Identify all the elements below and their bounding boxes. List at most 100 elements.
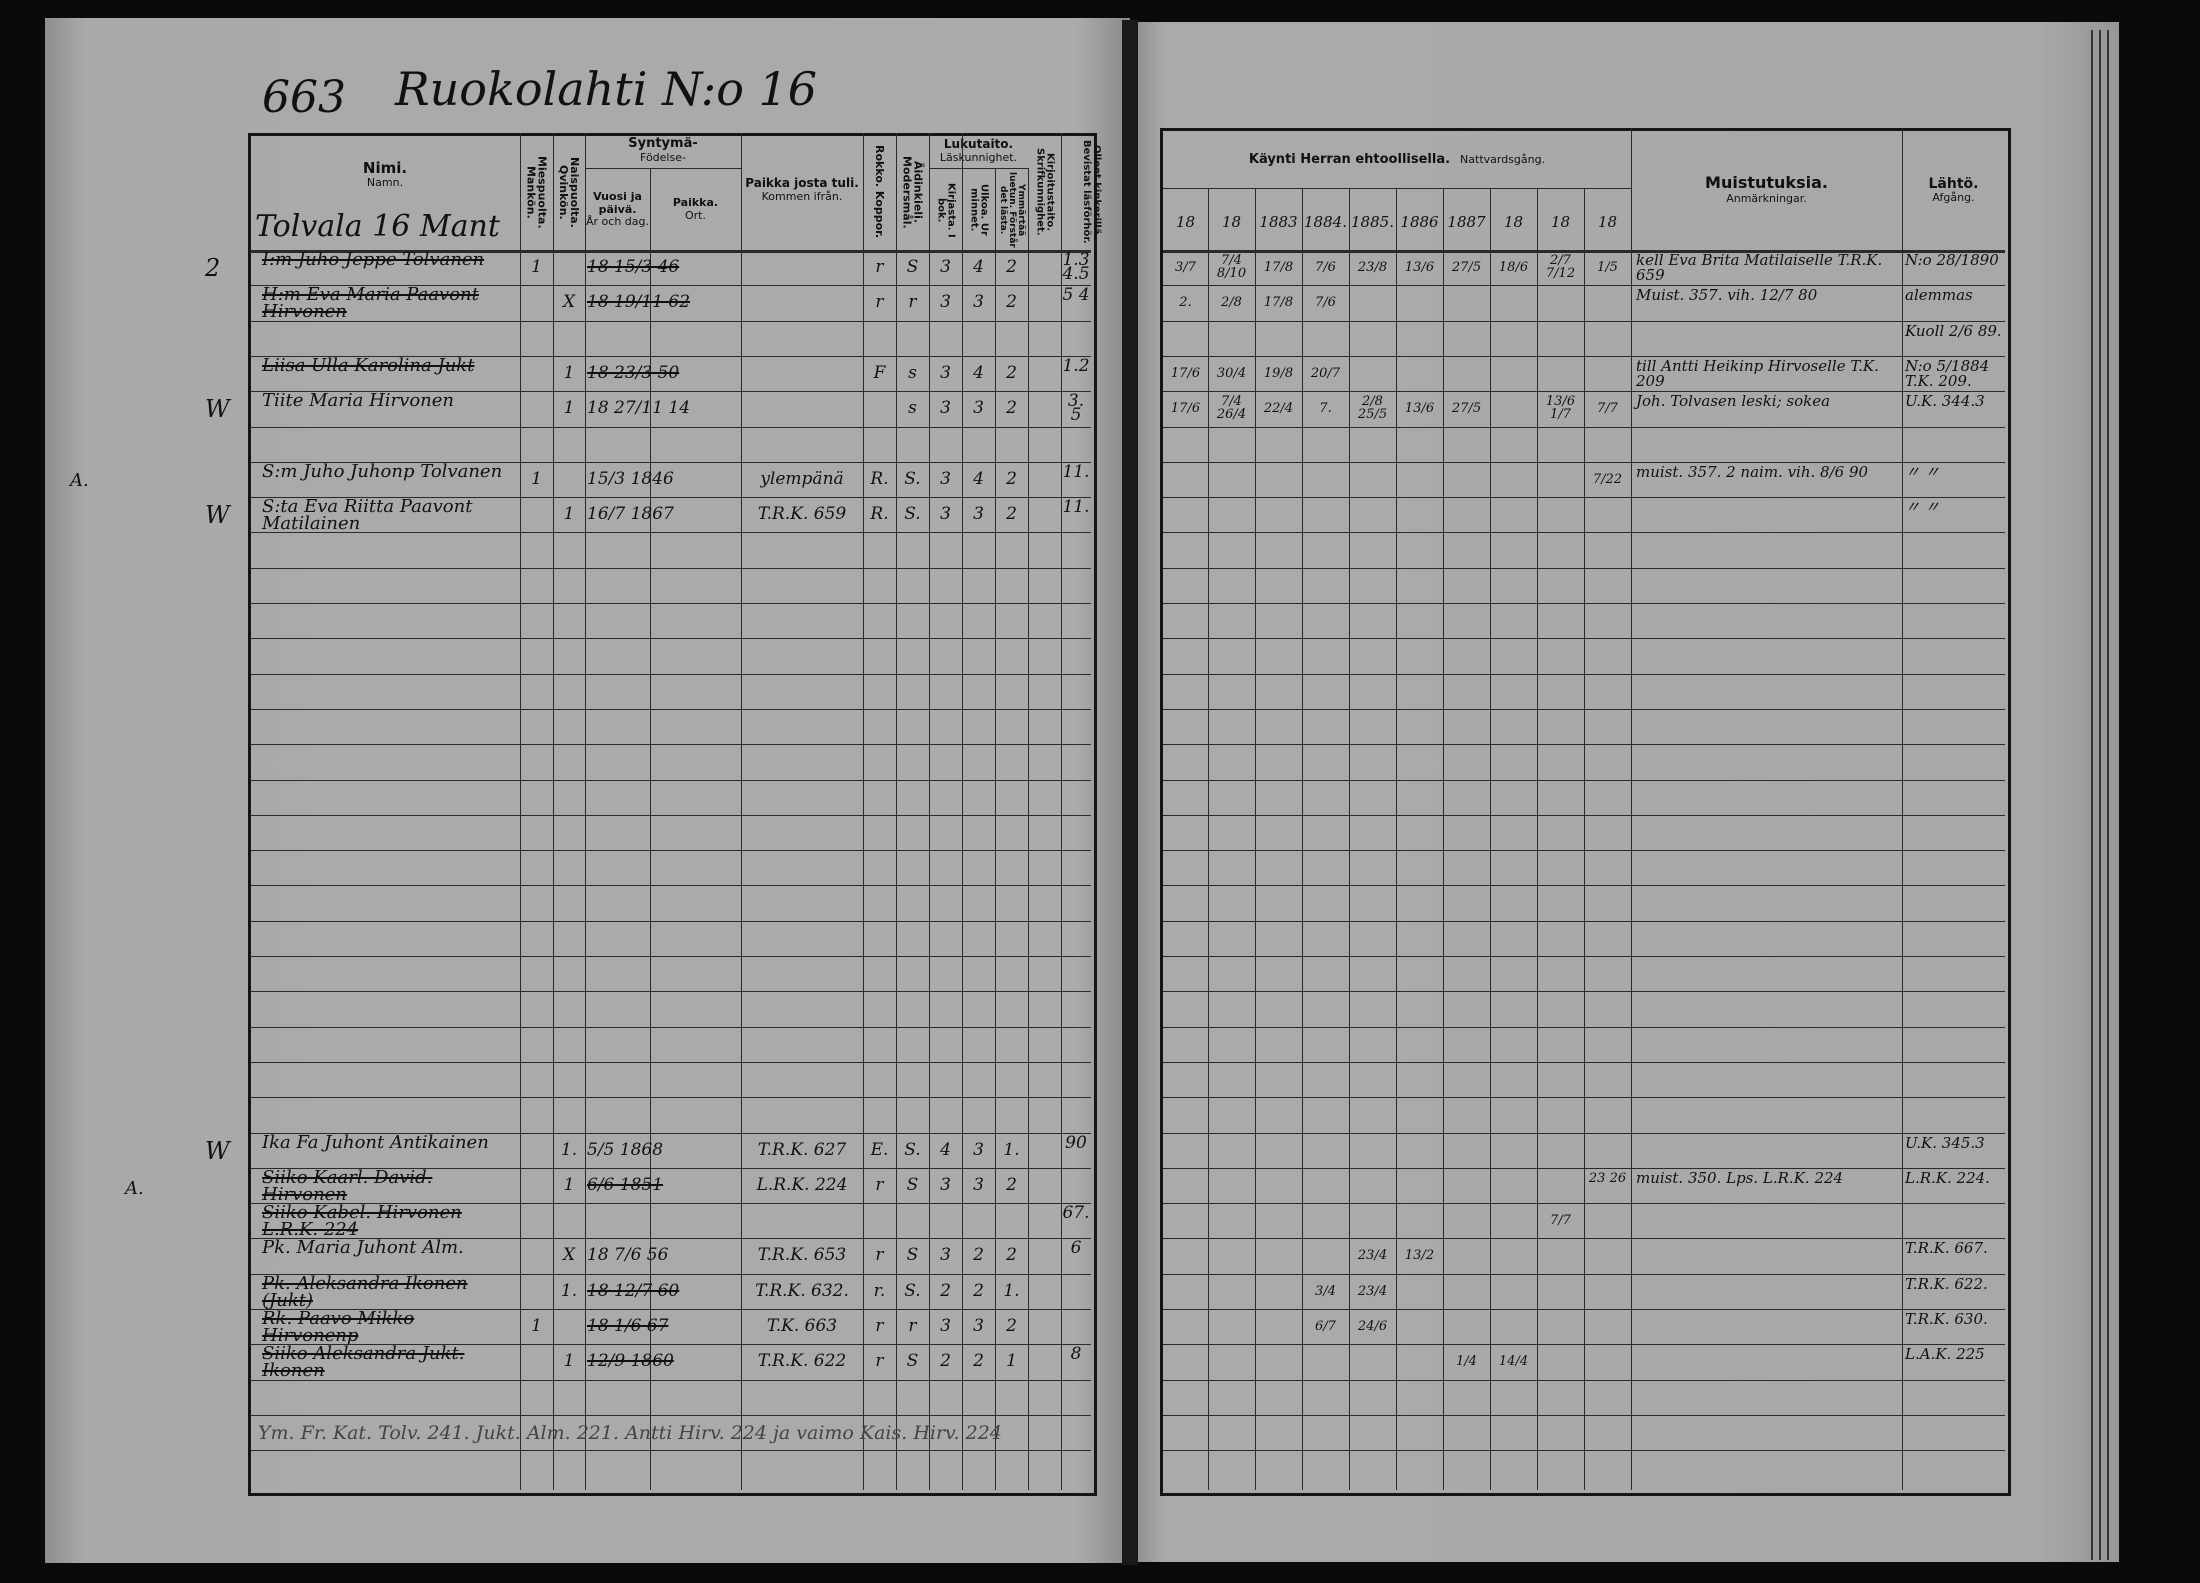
cell-memory: 4 [973, 468, 984, 489]
cell-language: s [908, 398, 917, 419]
header-birth-group: Syntymä- Födelse- [585, 135, 741, 167]
header-year: 18 [1503, 213, 1524, 231]
cell-female: 1. [560, 1280, 578, 1301]
header-birth-group-fi: Syntymä- [628, 136, 698, 152]
row-rule [250, 850, 1091, 852]
cell-female: X [562, 1245, 576, 1266]
cell-language: S [906, 1174, 919, 1195]
communion-date: 2/8 25/5 [1357, 394, 1388, 423]
cell-from: ylempänä [760, 468, 844, 489]
row-rule [250, 1061, 1091, 1063]
column-rule [1349, 188, 1350, 1490]
column-rule [585, 133, 586, 1490]
header-name-fi: Nimi. [362, 159, 408, 178]
cell-understand: 1 [1006, 1351, 1017, 1372]
header-year: 18 [1221, 213, 1242, 231]
departure-text: L.A.K. 225 [1905, 1345, 1985, 1364]
cell-birth: 18 23/3 50 [587, 362, 680, 383]
cell-language: S [906, 257, 919, 277]
row-rule [250, 603, 1091, 604]
cell-birth: 15/3 1846 [587, 468, 674, 489]
departure-text: 〃 〃 [1905, 498, 1940, 517]
person-name: H:m Eva Maria Paavont Hirvonen [262, 284, 479, 323]
communion-date: 14/4 [1498, 1354, 1529, 1370]
departure-text: L.R.K. 224. [1905, 1168, 1990, 1187]
column-rule [1208, 188, 1209, 1490]
header-name-sv: Namn. [366, 176, 404, 190]
header-departure: Lähtö. Afgång. [1902, 140, 2005, 240]
header-notes-fi: Muistutuksia. [1705, 173, 1828, 193]
header-year: 1887 [1447, 213, 1486, 231]
cell-memory: 3 [973, 1316, 984, 1336]
row-rule [250, 920, 1091, 922]
row-rule [250, 1379, 1091, 1381]
cell-book: 3 [940, 1316, 951, 1336]
row-rule [250, 567, 1091, 569]
communion-date: 7/6 [1315, 260, 1336, 275]
cell-language: r [908, 1316, 917, 1336]
header-understand: Ymmärtää luetun. Förstår det lästa. [998, 172, 1026, 248]
communion-date: 24/6 [1357, 1319, 1388, 1334]
cell-other: 5 4 [1062, 285, 1090, 306]
header-male: Miespuolta. Mankön. [524, 155, 549, 229]
departure-text: T.R.K. 630. [1905, 1310, 1988, 1328]
page-title: Ruokolahti N:o 16 [395, 62, 818, 116]
person-name: S:m Juho Juhonp Tolvanen [262, 460, 503, 482]
row-rule [250, 1203, 1091, 1205]
row-rule [250, 532, 1091, 534]
row-rule [250, 426, 1091, 428]
cell-from: T.R.K. 622 [757, 1351, 847, 1372]
header-year: 1883 [1259, 213, 1298, 231]
left-table-frame [248, 133, 1097, 1496]
cell-female: 1 [563, 398, 575, 419]
household-name: Tolvala 16 Mant [255, 209, 500, 244]
cell-book: 2 [940, 1280, 951, 1301]
header-year: 1884. [1304, 213, 1347, 231]
communion-date: 23/8 [1357, 260, 1388, 275]
row-rule [250, 497, 1091, 499]
cell-from: T.K. 663 [766, 1316, 838, 1336]
header-year: 18 [1175, 213, 1196, 231]
cell-understand: 2 [1006, 1316, 1017, 1336]
note-text: Muist. 357. vih. 12/7 80 [1636, 286, 1818, 305]
communion-date: 22/4 [1263, 401, 1294, 417]
communion-date: 7. [1319, 401, 1332, 417]
literacy-group-rule [929, 168, 1028, 169]
communion-date: 3/7 [1175, 260, 1196, 275]
cell-other: 11. [1062, 497, 1090, 518]
margin-mark: W [205, 501, 230, 530]
note-text: Joh. Tolvasen leski; sokea [1636, 392, 1831, 411]
cell-understand: 2 [1006, 468, 1017, 489]
communion-date: 30/4 [1216, 365, 1247, 381]
cell-rokko: r [875, 292, 884, 313]
header-place-fi: Paikka. [672, 196, 719, 210]
cell-book: 4 [940, 1139, 951, 1160]
cell-understand: 2 [1006, 1245, 1017, 1266]
note-text: till Antti Heikinp Hirvoselle T.K. 209 [1636, 356, 1879, 390]
cell-language: S. [904, 1280, 921, 1301]
communion-date: 2/8 [1221, 295, 1242, 311]
cell-book: 3 [940, 504, 951, 525]
communion-date: 2. [1179, 295, 1192, 311]
departure-text: T.R.K. 667. [1905, 1239, 1988, 1258]
row-rule [250, 1344, 1091, 1346]
header-place-sv: Ort. [685, 209, 706, 222]
column-rule [1302, 188, 1303, 1490]
cell-book: 3 [940, 1245, 951, 1266]
margin-mark: A. [70, 470, 89, 491]
cell-book: 3 [940, 292, 951, 313]
header-birth-group-sv: Födelse- [640, 151, 686, 165]
header-birth-fi: Vuosi ja päivä. [593, 190, 642, 216]
cell-language: r [908, 292, 917, 313]
cell-female: X [562, 292, 576, 313]
row-rule [250, 956, 1091, 957]
cell-birth: 18 12/7 60 [587, 1280, 680, 1301]
cell-book: 3 [940, 468, 951, 489]
cell-understand: 2 [1006, 257, 1017, 277]
header-from-sv: Kommen ifrån. [761, 189, 843, 203]
row-rule [250, 885, 1091, 887]
header-notes-sv: Anmärkningar. [1726, 191, 1807, 205]
communion-date: 1/4 [1456, 1354, 1477, 1370]
communion-date: 7/4 8/10 [1216, 253, 1247, 281]
cell-language: S. [904, 1139, 921, 1160]
